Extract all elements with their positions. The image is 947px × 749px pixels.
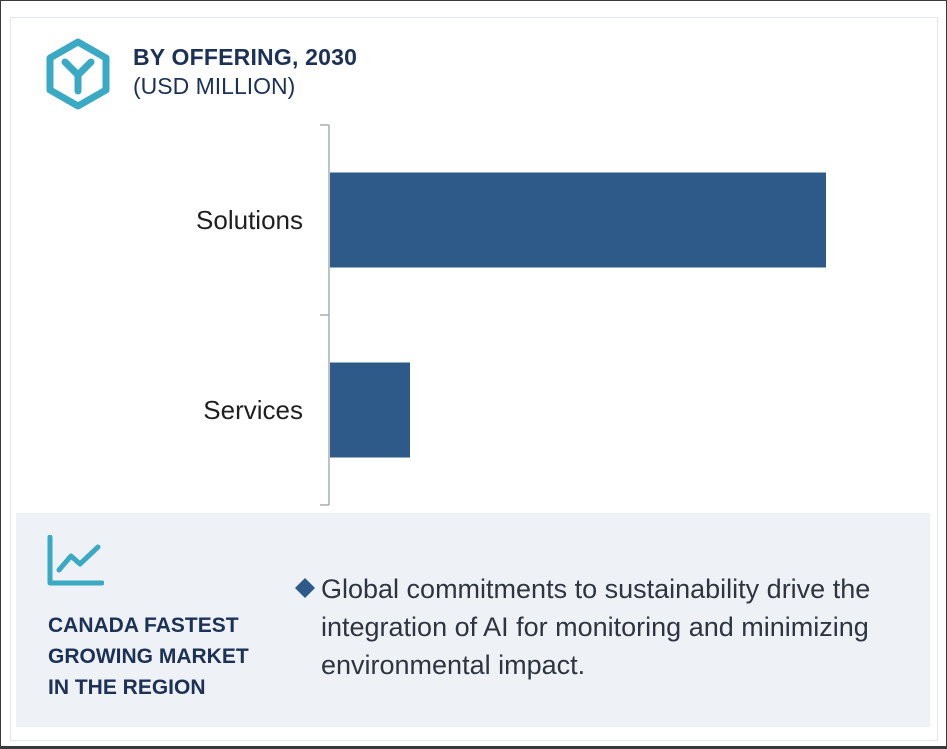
bar-services — [330, 362, 410, 458]
trend-chart-icon — [47, 535, 104, 586]
region-line: IN THE REGION — [48, 676, 206, 699]
chart-title: BY OFFERING, 2030 — [133, 44, 358, 70]
region-line: CANADA FASTEST — [48, 614, 239, 637]
hexagon-y-logo-icon — [46, 38, 110, 110]
bullet-text: Global commitments to sustainability dri… — [321, 574, 871, 680]
category-label: Services — [203, 395, 303, 425]
chart-subtitle: (USD MILLION) — [133, 73, 296, 99]
bar-solutions — [330, 172, 826, 268]
region-line: GROWING MARKET — [48, 645, 249, 668]
diamond-bullet-icon — [295, 578, 315, 598]
category-label: Solutions — [196, 205, 303, 235]
region-highlight: CANADA FASTEST GROWING MARKET IN THE REG… — [48, 610, 288, 703]
highlight-panel — [16, 513, 930, 727]
